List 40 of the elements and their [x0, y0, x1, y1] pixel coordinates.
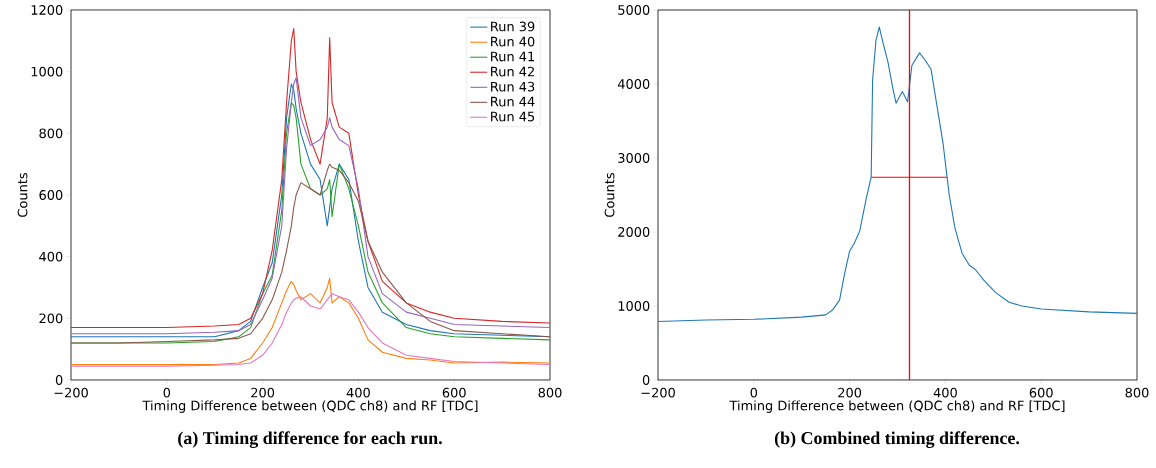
legend-label: Run 45: [491, 111, 535, 122]
y-tick-label: 1000: [31, 66, 63, 77]
x-tick-label: −200: [54, 387, 88, 398]
legend-label: Run 44: [491, 96, 535, 107]
x-tick-label: 600: [442, 387, 466, 398]
y-tick-label: 800: [39, 128, 63, 139]
y-tick-label: 0: [642, 375, 650, 385]
x-tick-label: 200: [251, 387, 275, 398]
x-tick-label: 200: [838, 387, 862, 398]
x-tick-label: 400: [933, 387, 957, 398]
y-axis-title: Counts: [604, 173, 615, 217]
y-tick-label: 2000: [618, 227, 650, 237]
legend-label: Run 43: [491, 81, 535, 92]
legend-label: Run 42: [491, 66, 534, 77]
x-tick-label: 0: [750, 387, 758, 398]
text: (b) Combined timing difference.: [774, 431, 1020, 448]
y-tick-label: 600: [39, 190, 63, 200]
y-tick-label: 1000: [618, 301, 650, 311]
x-tick-label: 400: [346, 387, 370, 398]
y-tick-label: 400: [39, 251, 63, 262]
x-axis-title: Timing Difference between (QDC ch8) and RF [TDC]: [729, 400, 1065, 413]
y-tick-label: 200: [39, 313, 63, 324]
legend-label: Run 39: [491, 21, 535, 32]
y-axis-title: Counts: [17, 173, 28, 217]
legend-label: Run 40: [491, 36, 535, 47]
y-tick-label: 3000: [618, 153, 650, 163]
y-tick-label: 5000: [618, 5, 650, 15]
y-tick-label: 4000: [617, 79, 650, 89]
x-axis-title: Timing Difference between (QDC ch8) and RF [TDC]: [142, 400, 478, 413]
y-tick-label: 1200: [31, 5, 63, 15]
y-tick-label: 0: [55, 375, 63, 385]
x-tick-label: 800: [538, 387, 562, 398]
x-tick-label: −200: [641, 387, 675, 398]
x-tick-label: 0: [163, 387, 171, 398]
legend-label: Run 41: [491, 51, 535, 62]
x-tick-label: 600: [1029, 387, 1053, 398]
text: (a) Timing difference for each run.: [178, 431, 442, 448]
line-series: [71, 163, 551, 344]
x-tick-label: 800: [1125, 387, 1149, 398]
line-series: [658, 26, 1138, 323]
